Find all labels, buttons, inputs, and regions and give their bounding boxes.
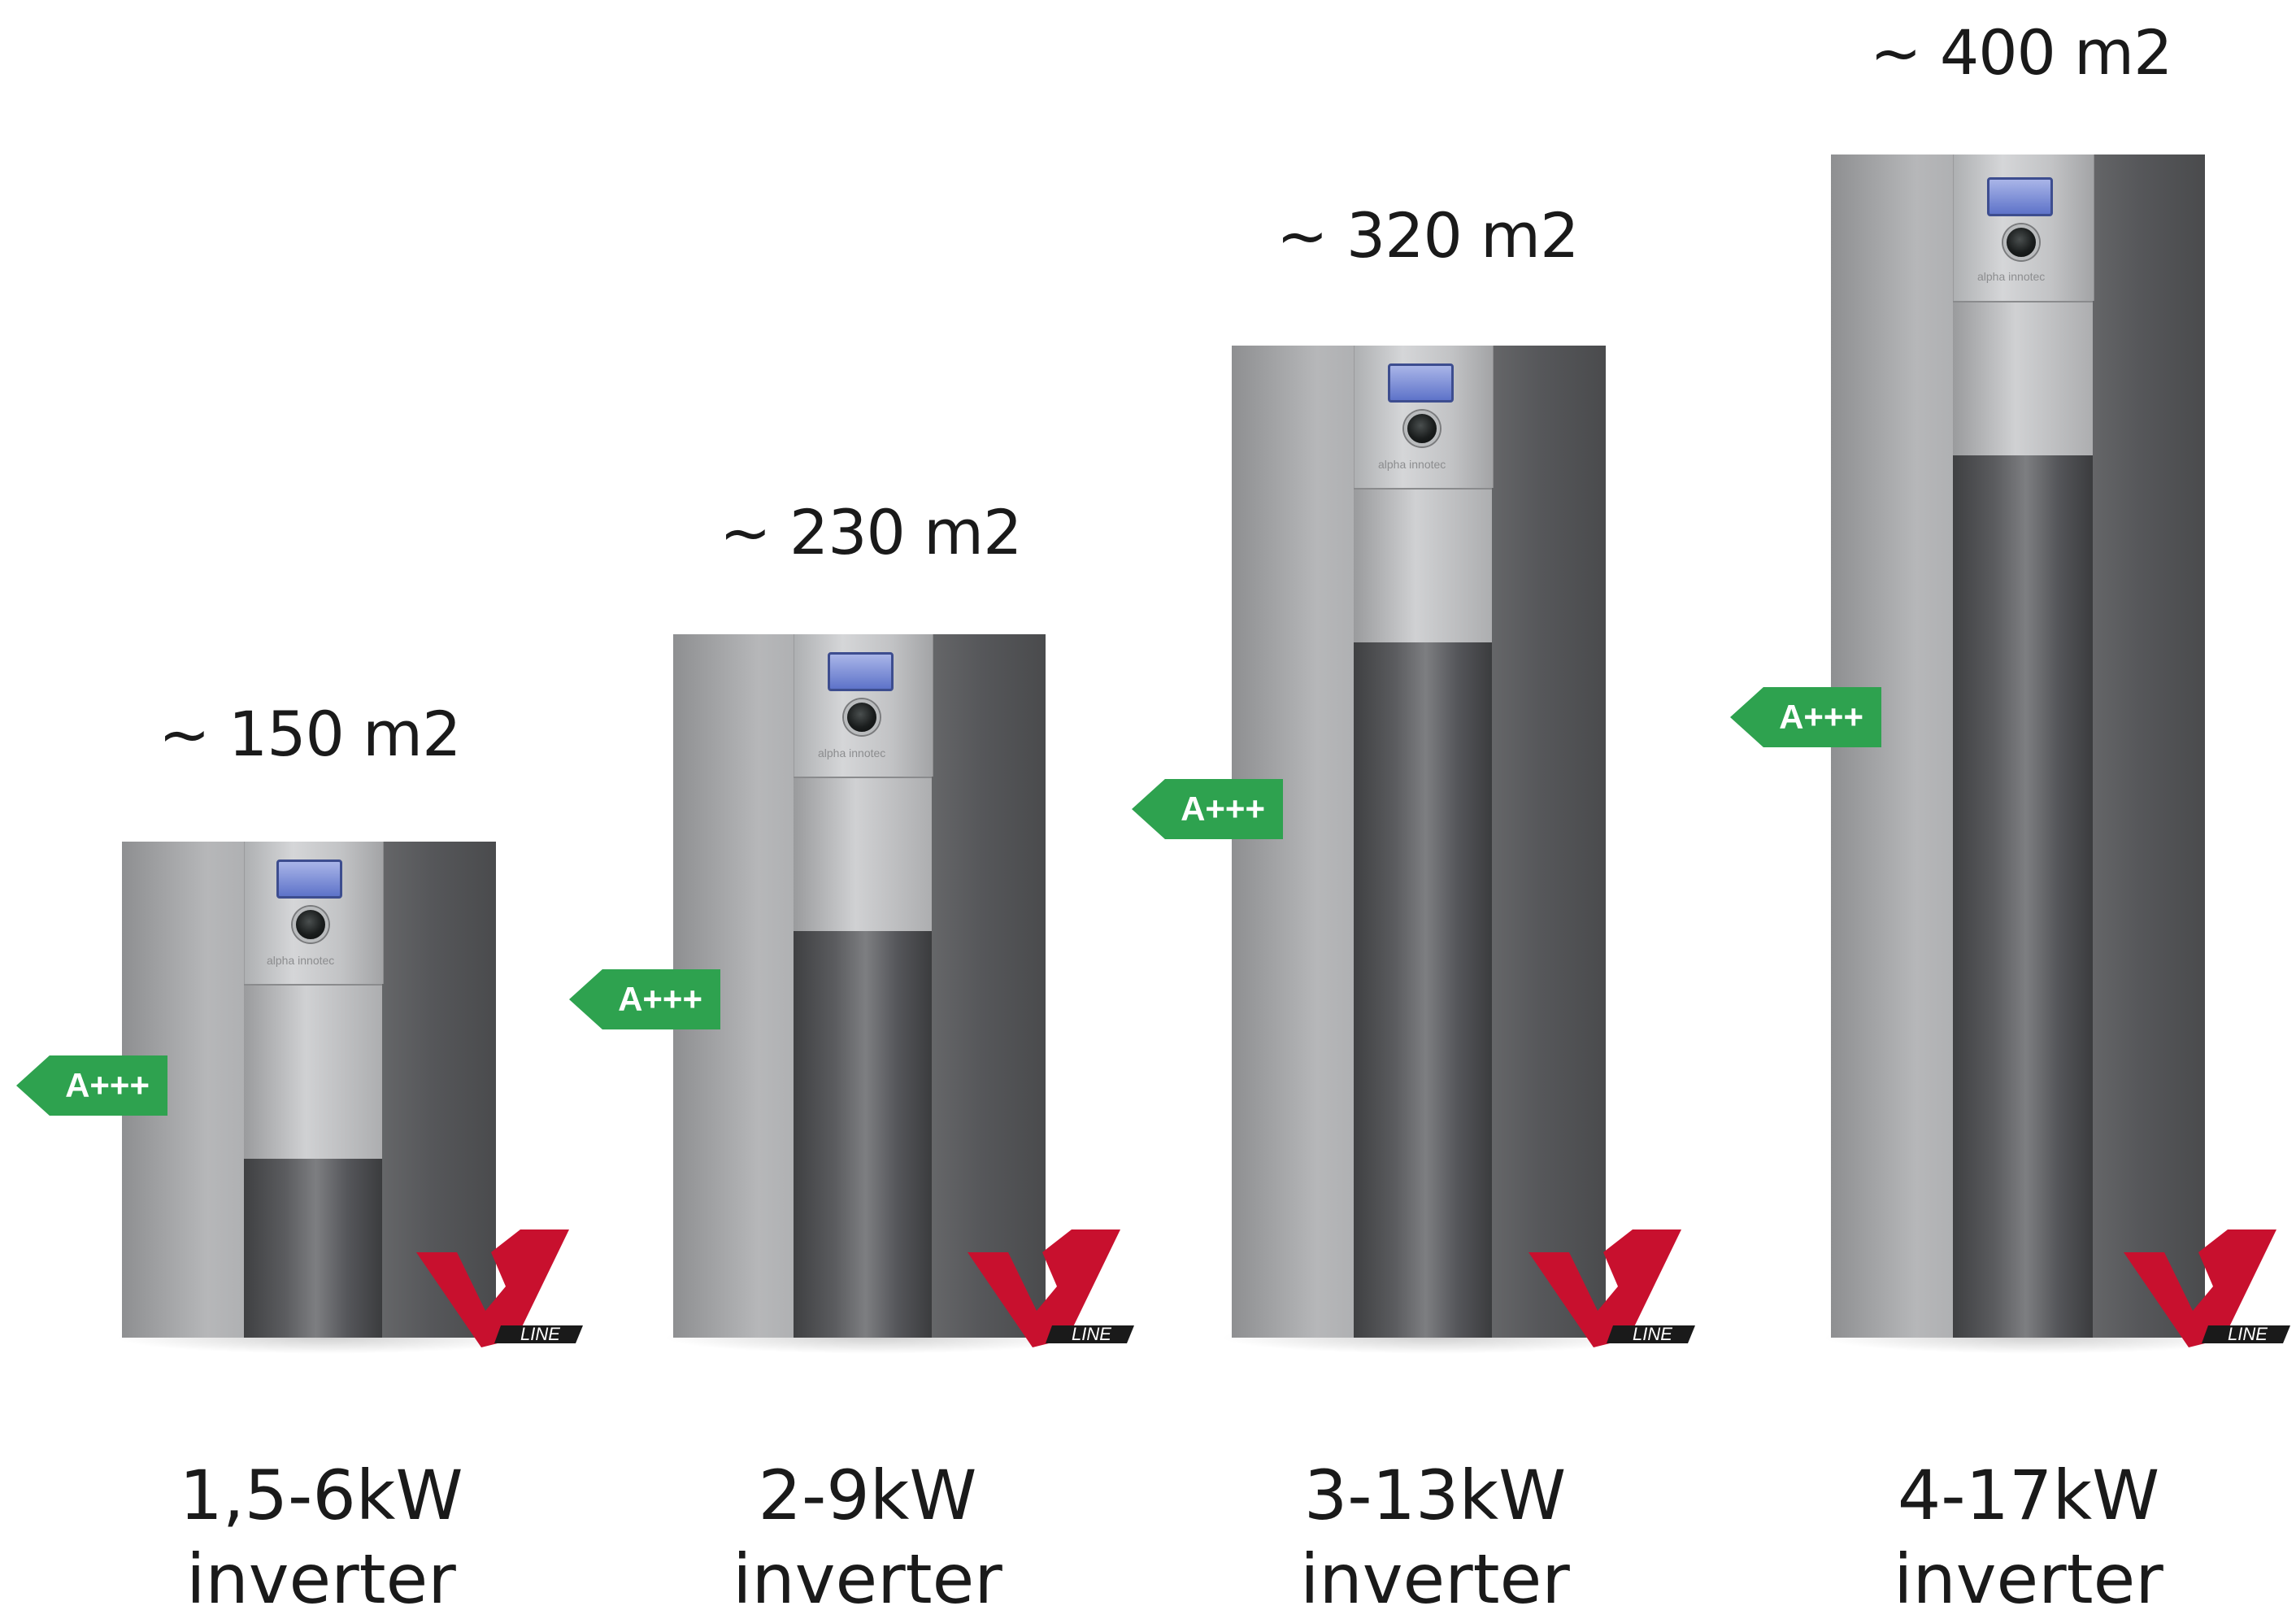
control-knob-icon [2003, 224, 2039, 260]
v-line-logo-icon: LINE [1528, 1229, 1695, 1347]
v-line-logo-icon: LINE [416, 1229, 583, 1347]
energy-badge-2: A+++ [569, 969, 720, 1029]
v-line-logo-icon: LINE [968, 1229, 1134, 1347]
area-label-2: ~ 230 m2 [720, 496, 1022, 568]
v-logo-text-3: LINE [1633, 1324, 1672, 1344]
v-logo-text-4: LINE [2228, 1324, 2268, 1344]
power-label-2: 2-9kW [758, 1456, 977, 1535]
brand-label-1: alpha innotec [267, 954, 335, 967]
area-label-3: ~ 320 m2 [1276, 199, 1579, 272]
heat-pump-unit-2: alpha innotec [673, 634, 1046, 1338]
power-label-4: 4-17kW [1897, 1456, 2160, 1535]
energy-badge-4: A+++ [1730, 687, 1881, 747]
type-label-1: inverter [186, 1539, 456, 1619]
type-label-3: inverter [1300, 1539, 1570, 1619]
type-label-2: inverter [733, 1539, 1002, 1619]
display-screen-icon [828, 652, 894, 691]
brand-label-2: alpha innotec [818, 746, 886, 759]
brand-label-3: alpha innotec [1378, 458, 1446, 471]
heat-pump-unit-1: alpha innotec [122, 842, 496, 1338]
v-logo-text-1: LINE [520, 1324, 560, 1344]
power-label-3: 3-13kW [1303, 1456, 1567, 1535]
heat-pump-unit-4: alpha innotec [1831, 155, 2205, 1338]
type-label-4: inverter [1894, 1539, 2163, 1619]
display-screen-icon [1388, 363, 1454, 403]
control-knob-icon [1404, 411, 1440, 446]
control-knob-icon [844, 699, 880, 735]
brand-label-4: alpha innotec [1977, 270, 2046, 283]
v-logo-text-2: LINE [1072, 1324, 1111, 1344]
display-screen-icon [276, 860, 342, 899]
display-screen-icon [1987, 177, 2053, 216]
control-knob-icon [293, 907, 328, 942]
energy-badge-3: A+++ [1132, 779, 1283, 839]
area-label-4: ~ 400 m2 [1870, 16, 2172, 89]
v-line-logo-icon: LINE [2124, 1229, 2290, 1347]
power-label-1: 1,5-6kW [179, 1456, 463, 1535]
area-label-1: ~ 150 m2 [159, 698, 461, 770]
heat-pump-unit-3: alpha innotec [1232, 346, 1606, 1338]
energy-badge-1: A+++ [16, 1055, 167, 1116]
